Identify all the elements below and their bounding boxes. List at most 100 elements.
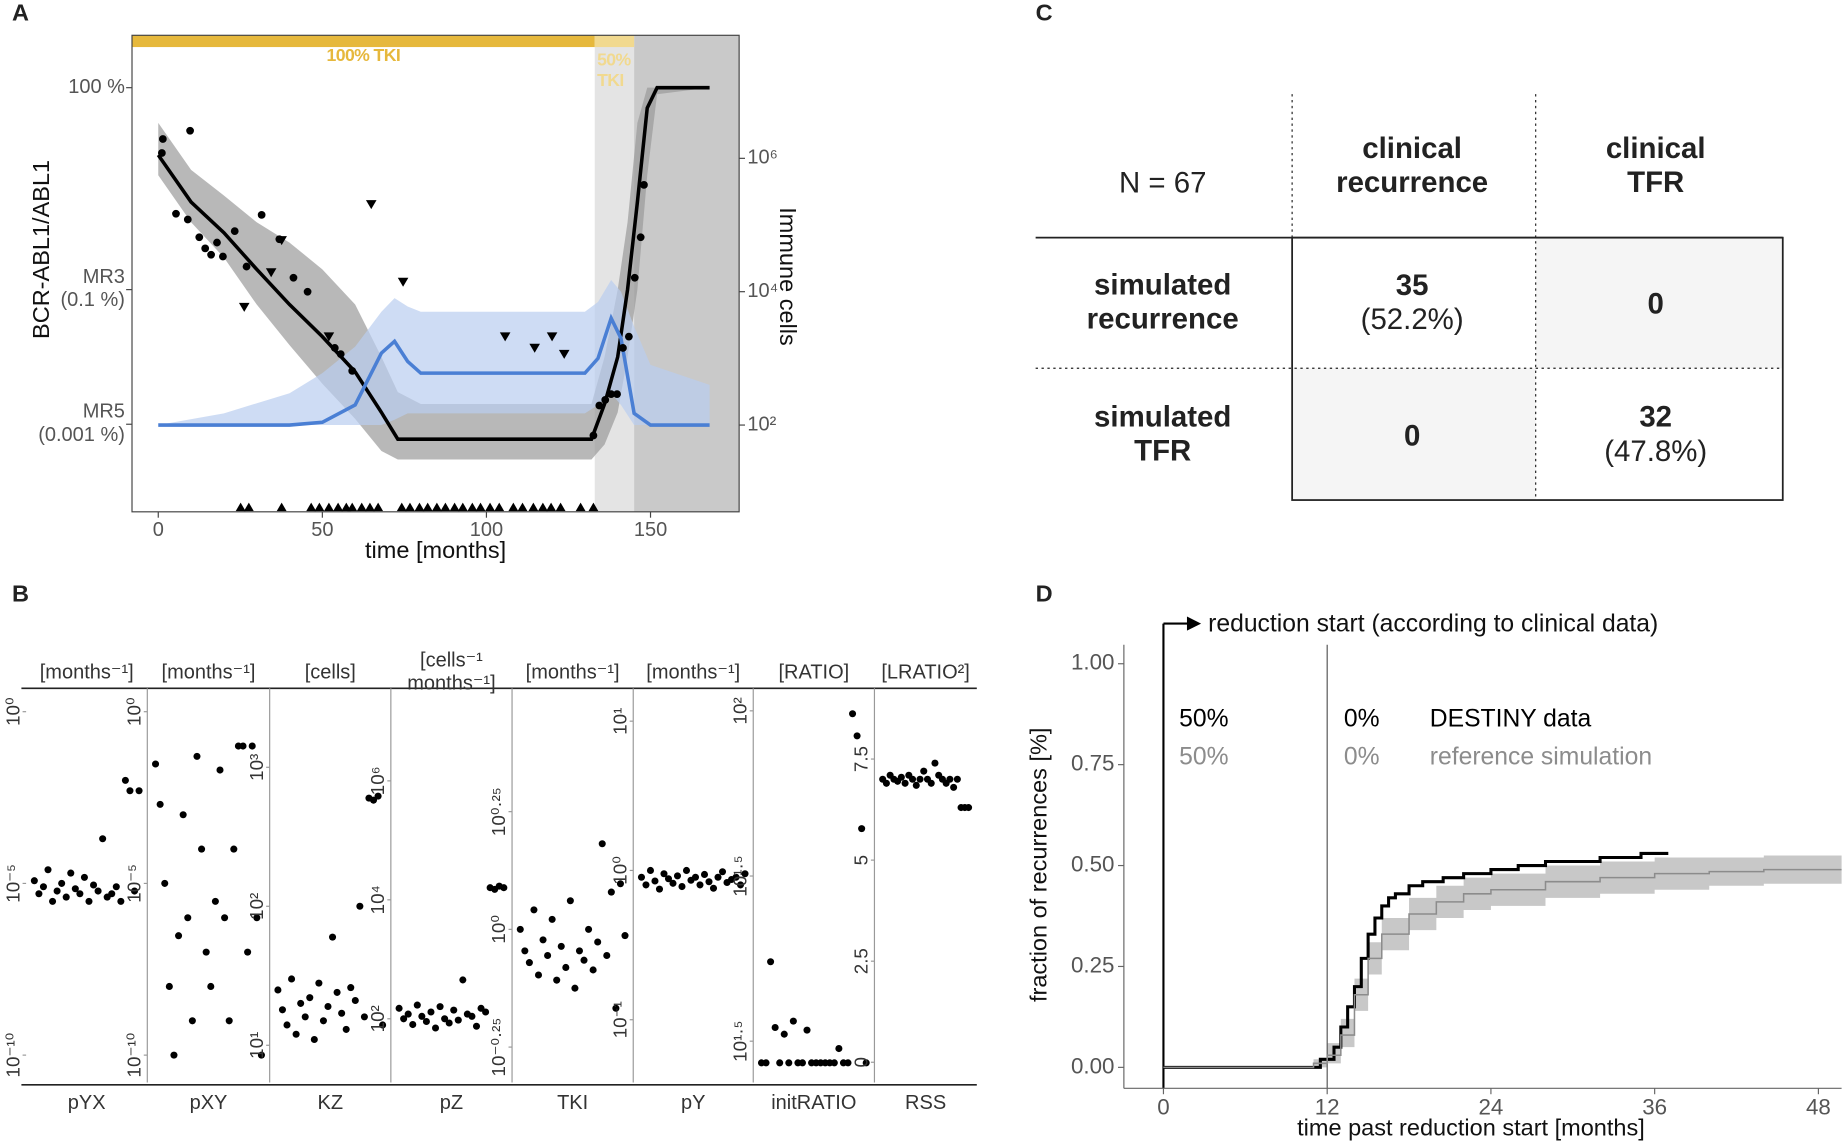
strip-unit: [cells⁻¹ months⁻¹] [407, 650, 495, 695]
parameter-point [211, 897, 219, 905]
parameter-point [379, 1021, 387, 1029]
strip-tick-label: 10⁰ [124, 697, 145, 725]
recurrence-curve [1163, 868, 1842, 1069]
undetectable-point [475, 502, 486, 512]
parameter-point [557, 942, 565, 950]
parameter-point [798, 1059, 806, 1067]
recurrence-curve [1163, 851, 1669, 1069]
parameter-point [621, 932, 629, 940]
parameter-point [297, 999, 305, 1007]
parameter-point [427, 1008, 435, 1016]
panel-label: D [1036, 581, 1053, 607]
undetectable-point [449, 502, 460, 512]
measurement-point [289, 273, 298, 282]
strip-tick-label: 10² [367, 1005, 388, 1032]
parameter-point [99, 835, 107, 843]
parameter-point [454, 1016, 462, 1024]
parameter-point [920, 767, 928, 775]
parameter-point [709, 884, 718, 892]
column-header: clinical TFR [1606, 132, 1706, 199]
parameter-point [409, 1021, 417, 1029]
parameter-point [108, 890, 116, 898]
parameter-point [651, 877, 659, 885]
detection-limit-point [397, 277, 409, 287]
parameter-point [310, 1035, 318, 1044]
parameter-point [534, 971, 543, 979]
measurement-point [619, 344, 627, 352]
parameter-point [193, 752, 201, 760]
strip-tick-label: 10² [246, 893, 267, 920]
strip-name: pYX [68, 1092, 106, 1114]
parameter-point [315, 979, 323, 987]
detection-limit-point [558, 349, 570, 359]
y-tick-label: 0.00 [1071, 1053, 1115, 1078]
parameter-point [548, 915, 556, 923]
parameter-point [803, 1026, 811, 1034]
undetectable-point [405, 502, 415, 512]
parameter-point [76, 890, 84, 898]
strip-unit: [months⁻¹] [526, 661, 620, 683]
parameter-point [333, 988, 341, 996]
parameter-point [356, 902, 364, 910]
parameter-point [53, 887, 61, 895]
strip-tick-label: 10⁰ [609, 856, 630, 884]
parameter-point [62, 893, 70, 901]
uncertainty-band [158, 87, 710, 460]
parameter-point [732, 873, 740, 881]
cell-text: 32 [1639, 401, 1672, 434]
undetectable-point [457, 502, 468, 512]
measurement-point [201, 244, 210, 253]
parameter-point [682, 866, 691, 874]
parameter-point [664, 875, 673, 883]
undetectable-point [276, 502, 287, 512]
strip-tick-label: 10⁻⁵ [124, 864, 145, 903]
detection-limit-point [546, 332, 558, 342]
measurement-point [195, 233, 204, 242]
measurement-point [219, 252, 227, 261]
strip-tick-label: 10¹ [246, 1032, 267, 1059]
parameter-point [319, 1017, 327, 1025]
parameter-point [198, 845, 206, 853]
parameter-point [718, 868, 727, 876]
measurement-point [157, 149, 166, 157]
parameter-point [862, 1059, 870, 1067]
parameter-point [762, 1059, 770, 1067]
parameter-point [400, 1015, 408, 1023]
y2-tick-label: 10² [747, 413, 776, 435]
undetectable-point [364, 502, 375, 512]
strip-name: initRATIO [771, 1092, 856, 1114]
legend-label: 50% [1179, 706, 1228, 733]
parameter-point [230, 845, 238, 853]
strip-tick-label: 7.5 [851, 746, 872, 772]
detection-limit-point [365, 200, 377, 210]
parameter-point [431, 1024, 440, 1032]
strip-tick-label: 10¹ [609, 708, 630, 735]
measurement-point [242, 262, 251, 271]
parameter-point [351, 996, 359, 1005]
undetectable-point [528, 502, 539, 512]
parameter-point [530, 906, 538, 914]
parameter-point [170, 1051, 178, 1059]
undetectable-point [347, 502, 358, 512]
parameter-point [395, 1004, 403, 1012]
parameter-point [130, 887, 139, 895]
table-corner: N = 67 [1119, 166, 1206, 199]
parameter-point [338, 1009, 346, 1017]
parameter-point [188, 1017, 196, 1025]
strip-tick-label: 10⁻¹⁰ [2, 1033, 23, 1078]
strip-tick-label: 10² [729, 697, 750, 724]
undetectable-point [243, 502, 254, 512]
parameter-point [616, 880, 624, 888]
detection-limit-point [265, 268, 277, 278]
measurement-point [348, 367, 357, 375]
parameter-point [785, 1059, 793, 1067]
parameter-point [642, 881, 650, 889]
parameter-point [525, 959, 533, 967]
parameter-point [184, 914, 192, 922]
measurement-point [336, 350, 345, 359]
parameter-point [789, 1017, 797, 1025]
measurement-point [613, 390, 621, 399]
parameter-point [776, 1059, 784, 1067]
column-header: clinical recurrence [1336, 132, 1488, 199]
undetectable-point [235, 502, 246, 512]
